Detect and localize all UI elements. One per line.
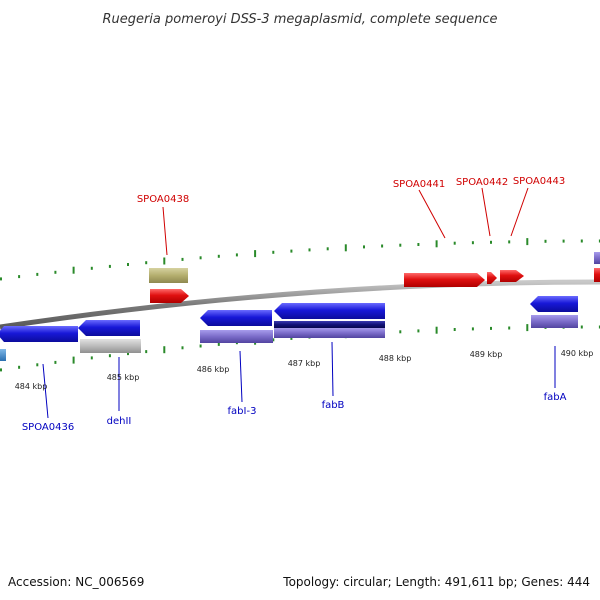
- leader-SPOA0438: [162, 206, 168, 256]
- gene-label-fabA: fabA: [544, 392, 567, 403]
- reverse-gene-labels: SPOA0436 dehII fabI-3 fabB fabA: [22, 392, 567, 433]
- gene-label-SPOA0441: SPOA0441: [393, 179, 445, 190]
- scale-label: 490 kbp: [561, 349, 594, 358]
- gene-label-SPOA0438: SPOA0438: [137, 194, 189, 205]
- gene-label-SPOA0436: SPOA0436: [22, 422, 74, 433]
- gene-arrow-fabI-3: [200, 310, 272, 326]
- rna-feature: [149, 268, 188, 283]
- scale-label: 488 kbp: [379, 354, 412, 363]
- gene-arrow-SPOA0438: [150, 289, 189, 303]
- feature-edge-top: [594, 252, 600, 264]
- scale-labels: 484 kbp 485 kbp 486 kbp 487 kbp 488 kbp …: [15, 349, 594, 391]
- scale-label: 489 kbp: [470, 350, 503, 359]
- gene-arrow-SPOA0441: [404, 273, 485, 287]
- sequence-summary: Topology: circular; Length: 491,611 bp; …: [282, 575, 590, 589]
- accession-text: Accession: NC_006569: [8, 575, 144, 589]
- map-title: Ruegeria pomeroyi DSS-3 megaplasmid, com…: [102, 12, 497, 27]
- leader-fabI-3: [239, 350, 243, 403]
- gene-label-SPOA0443: SPOA0443: [513, 176, 565, 187]
- grey-feature: [80, 339, 141, 353]
- scale-label: 487 kbp: [288, 359, 321, 368]
- gene-label-fabB: fabB: [322, 400, 345, 411]
- gene-arrow-SPOA0436: [0, 326, 78, 342]
- leader-SPOA0442: [481, 187, 491, 237]
- leader-SPOA0443: [510, 187, 529, 237]
- scale-label: 485 kbp: [107, 373, 140, 382]
- leader-fabB: [331, 341, 334, 397]
- gene-label-SPOA0442: SPOA0442: [456, 177, 508, 188]
- leader-SPOA0436: [42, 363, 49, 419]
- gene-arrow-fabB: [274, 303, 385, 319]
- purple-feature: [531, 315, 578, 328]
- feature-edge-left: [0, 349, 6, 361]
- scale-label: 484 kbp: [15, 382, 48, 391]
- gene-arrow-fabA: [530, 296, 578, 312]
- gene-arrow-dehII: [78, 320, 140, 336]
- scale-label: 486 kbp: [197, 365, 230, 374]
- tick-marks: [0, 238, 600, 372]
- forward-gene-labels: SPOA0438 SPOA0441 SPOA0442 SPOA0443: [137, 176, 565, 205]
- forward-strand-features: [149, 252, 600, 303]
- purple-feature: [274, 328, 385, 338]
- sequence-backbone: [0, 279, 600, 330]
- gene-arrow-SPOA0442: [487, 272, 497, 284]
- gene-feature-edge: [594, 268, 600, 282]
- purple-feature: [200, 330, 273, 343]
- navy-feature: [274, 321, 385, 328]
- reverse-strand-features: [0, 296, 578, 361]
- label-leaders: [42, 187, 556, 419]
- gene-arrow-SPOA0443: [500, 270, 524, 282]
- gene-label-dehII: dehII: [107, 416, 132, 427]
- gene-label-fabI-3: fabI-3: [228, 406, 257, 417]
- leader-SPOA0441: [418, 189, 446, 239]
